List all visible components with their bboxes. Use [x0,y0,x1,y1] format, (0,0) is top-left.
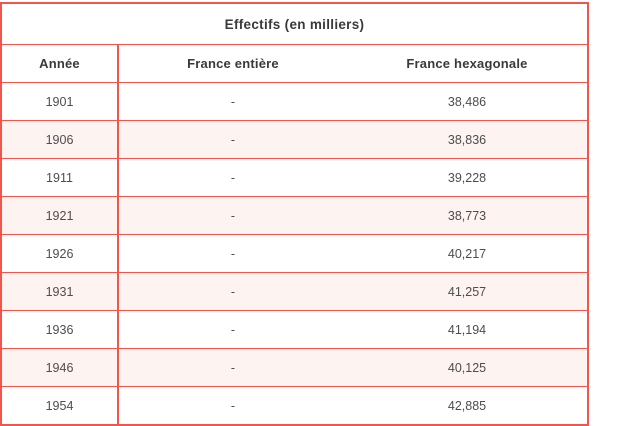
table-row: 1946 - 40,125 [2,348,587,386]
year-cell: 1936 [2,311,119,348]
year-cell: 1926 [2,235,119,272]
table-row: 1906 - 38,836 [2,120,587,158]
france-hexagonale-cell: 38,486 [447,94,487,109]
year-cell: 1911 [2,159,119,196]
france-hexagonale-cell: 39,228 [447,170,487,185]
france-hexagonale-cell: 41,194 [447,322,487,337]
france-hexagonale-cell: 40,217 [447,246,487,261]
table-row: 1954 - 42,885 [2,386,587,424]
table-row: 1931 - 41,257 [2,272,587,310]
year-cell: 1921 [2,197,119,234]
table-row: 1901 - 38,486 [2,82,587,120]
france-entiere-cell: - [230,398,236,413]
table-body: 1901 - 38,486 1906 - 38,836 1911 - 39,22… [2,82,587,424]
year-cell: 1906 [2,121,119,158]
table-row: 1911 - 39,228 [2,158,587,196]
table-header-row: Année France entière France hexagonale [2,44,587,82]
france-entiere-cell: - [230,170,236,185]
table-title: Effectifs (en milliers) [2,4,587,44]
effectifs-table: Effectifs (en milliers) Année France ent… [0,2,589,426]
table-row: 1936 - 41,194 [2,310,587,348]
column-header-france-hexagonale: France hexagonale [406,56,528,71]
france-hexagonale-cell: 41,257 [447,284,487,299]
france-entiere-cell: - [230,360,236,375]
france-entiere-cell: - [230,246,236,261]
france-hexagonale-cell: 38,836 [447,132,487,147]
table-row: 1921 - 38,773 [2,196,587,234]
year-cell: 1946 [2,349,119,386]
column-header-france-entiere: France entière [187,56,279,71]
france-hexagonale-cell: 38,773 [447,208,487,223]
france-entiere-cell: - [230,284,236,299]
year-cell: 1954 [2,387,119,424]
france-entiere-cell: - [230,322,236,337]
year-cell: 1931 [2,273,119,310]
france-hexagonale-cell: 40,125 [447,360,487,375]
table-row: 1926 - 40,217 [2,234,587,272]
france-hexagonale-cell: 42,885 [447,398,487,413]
france-entiere-cell: - [230,132,236,147]
column-header-annee: Année [2,45,119,82]
france-entiere-cell: - [230,94,236,109]
france-entiere-cell: - [230,208,236,223]
year-cell: 1901 [2,83,119,120]
